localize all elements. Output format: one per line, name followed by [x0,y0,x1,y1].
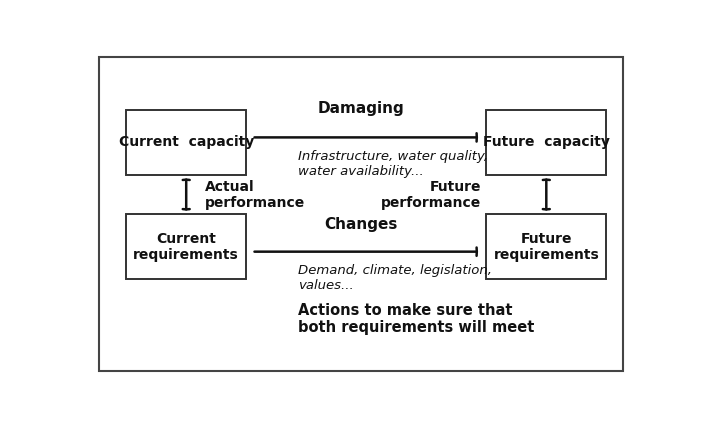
Text: Changes: Changes [324,217,398,232]
Text: Current  capacity: Current capacity [118,135,254,149]
Text: Current
requirements: Current requirements [133,232,239,262]
Bar [486,214,606,279]
Bar [126,110,246,175]
Text: Future  capacity: Future capacity [483,135,610,149]
Text: Actual
performance: Actual performance [206,180,306,210]
Text: Demand, climate, legislation,
values...: Demand, climate, legislation, values... [298,264,492,292]
Text: Damaging: Damaging [318,101,404,116]
Text: Actions to make sure that
both requirements will meet: Actions to make sure that both requireme… [298,302,534,335]
Bar [126,214,246,279]
Text: Future
requirements: Future requirements [494,232,599,262]
Text: Infrastructure, water quality,
water availability...: Infrastructure, water quality, water ava… [298,151,488,179]
Bar [486,110,606,175]
Text: Future
performance: Future performance [381,180,481,210]
